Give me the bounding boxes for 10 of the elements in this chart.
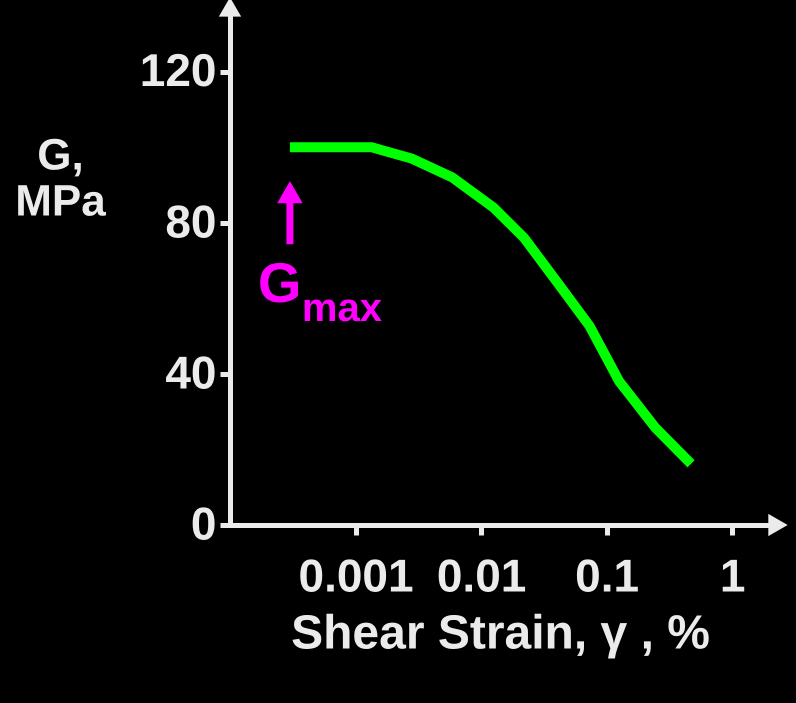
- x-tick-label: 0.01: [436, 550, 526, 602]
- y-tick-label: 40: [165, 346, 216, 398]
- x-axis-title: Shear Strain, γ , %: [291, 606, 710, 660]
- x-tick-label: 0.001: [298, 550, 414, 602]
- y-tick-label: 80: [165, 195, 216, 248]
- y-axis-title: G, MPa: [15, 130, 106, 226]
- y-tick-label: 120: [140, 44, 216, 96]
- x-tick-label: 1: [720, 550, 746, 602]
- y-tick-label: 0: [190, 498, 216, 550]
- x-tick-label: 0.1: [575, 550, 640, 602]
